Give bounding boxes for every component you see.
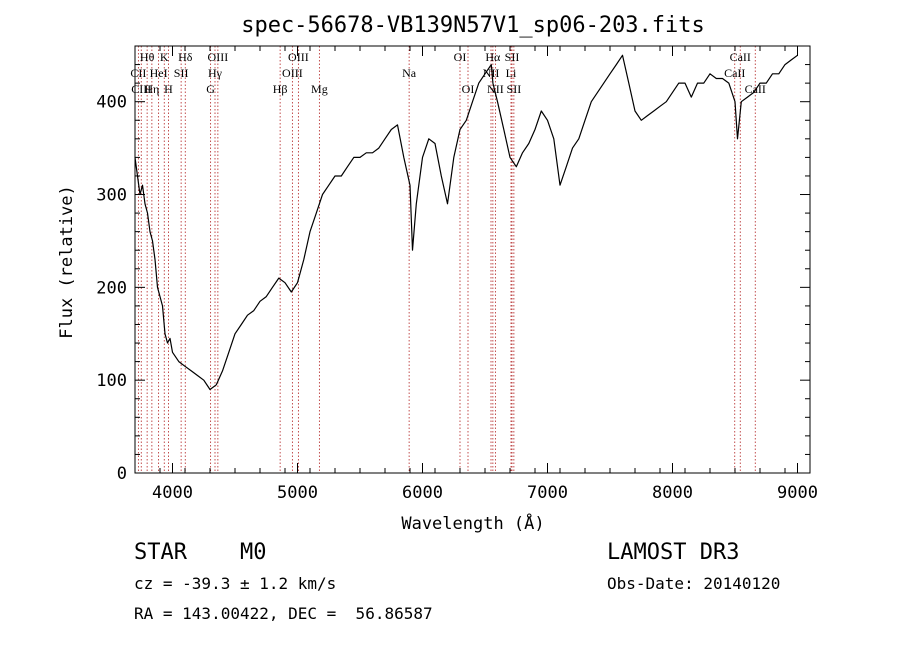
line-label: CIII xyxy=(131,82,151,96)
x-tick-label: 6000 xyxy=(402,483,443,503)
line-label: SII xyxy=(174,66,189,80)
line-label: Mg xyxy=(311,82,328,96)
x-tick-label: 5000 xyxy=(277,483,318,503)
x-tick-label: 7000 xyxy=(527,483,568,503)
object-class: STAR xyxy=(134,540,187,565)
line-label: SII xyxy=(507,82,522,96)
line-label: Hα xyxy=(485,50,501,64)
line-labels: CIICIIIHθHηHeIKHSIIHδGHγOIIIHβOIIIOIIIMg… xyxy=(130,50,766,96)
x-tick-label: 8000 xyxy=(652,483,693,503)
line-label: OIII xyxy=(208,50,229,64)
line-label: K xyxy=(160,50,169,64)
line-label: SII xyxy=(505,50,520,64)
y-tick-label: 400 xyxy=(96,93,127,113)
line-label: OIII xyxy=(288,50,309,64)
line-label: HeI xyxy=(150,66,168,80)
survey-name: LAMOST DR3 xyxy=(607,540,740,565)
line-label: NII xyxy=(487,82,504,96)
chart-title: spec-56678-VB139N57V1_sp06-203.fits xyxy=(241,13,705,38)
series-flux xyxy=(134,54,798,391)
x-axis-label: Wavelength (Å) xyxy=(401,512,544,534)
emission-line-markers xyxy=(137,46,756,473)
x-tick-label: 9000 xyxy=(777,483,818,503)
y-tick-label: 100 xyxy=(96,371,127,391)
line-label: Hδ xyxy=(178,50,193,64)
series-layer xyxy=(134,54,798,391)
line-label: OIII xyxy=(282,66,303,80)
y-axis-label: Flux (relative) xyxy=(57,185,77,339)
line-label: Hγ xyxy=(208,66,223,80)
line-label: Hη xyxy=(144,82,159,96)
plot-frame xyxy=(134,45,811,474)
x-tick-label: 4000 xyxy=(152,483,193,503)
line-label: Na xyxy=(402,66,417,80)
line-label: Li xyxy=(506,66,517,80)
line-label: CII xyxy=(130,66,146,80)
y-tick-label: 300 xyxy=(96,186,127,206)
line-label: NII xyxy=(483,66,500,80)
line-label: Hβ xyxy=(273,82,288,96)
line-label: H xyxy=(164,82,173,96)
coordinates-text: RA = 143.00422, DEC = 56.86587 xyxy=(134,604,433,623)
y-tick-label: 0 xyxy=(117,464,127,484)
object-subclass: M0 xyxy=(240,540,267,565)
redshift-text: cz = -39.3 ± 1.2 km/s xyxy=(134,574,337,593)
axis-ticks: 4000 5000 6000 7000 8000 9000 0 100 200 300 400 xyxy=(96,46,818,503)
obs-date-text: Obs-Date: 20140120 xyxy=(607,574,781,593)
y-tick-label: 200 xyxy=(96,278,127,298)
line-label: OI xyxy=(462,82,475,96)
line-label: CaII xyxy=(730,50,751,64)
line-label: CaII xyxy=(745,82,766,96)
line-label: CaII xyxy=(724,66,745,80)
line-label: Hθ xyxy=(140,50,155,64)
line-label: G xyxy=(206,82,215,96)
line-label: OI xyxy=(454,50,467,64)
